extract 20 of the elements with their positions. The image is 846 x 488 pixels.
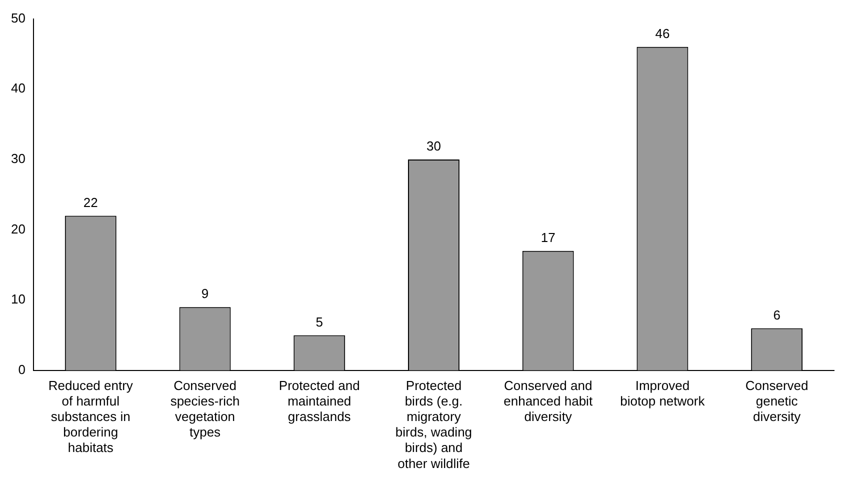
data-label: 46 (655, 26, 670, 42)
data-label: 17 (540, 230, 556, 245)
x-tick-label: Conserved species-rich vegetation types (170, 378, 240, 440)
data-label: 6 (773, 307, 780, 322)
y-tick-label: 20 (10, 221, 26, 236)
y-tick-label: 10 (10, 292, 26, 307)
x-tick-label: Protected birds (e.g. migratory birds, wading birds) and other wildlife (395, 378, 472, 471)
data-label: 30 (426, 138, 441, 154)
data-label: 22 (83, 194, 98, 210)
data-label: 5 (316, 314, 323, 330)
x-tick-label: Conserved and enhanced habit diversity (504, 378, 593, 424)
x-tick-label: Reduced entry of harmful substances in bordering habitats (48, 378, 134, 456)
y-tick-label: 30 (10, 151, 26, 166)
x-tick-label: Improved biotop network (620, 378, 706, 408)
y-tick-label: 50 (10, 10, 26, 26)
y-tick-label: 40 (10, 80, 26, 96)
x-tick-label: Protected and maintained grasslands (278, 378, 360, 424)
x-tick-label: Conserved genetic diversity (745, 378, 808, 424)
data-label: 9 (201, 286, 209, 302)
y-tick-label: 0 (18, 362, 26, 377)
